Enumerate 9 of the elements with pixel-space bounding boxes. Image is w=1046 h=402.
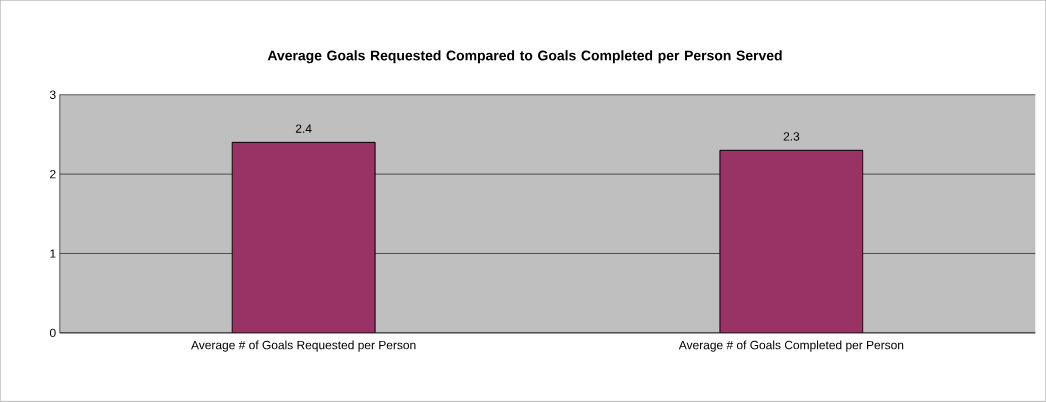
y-tick-label: 2	[50, 170, 56, 179]
chart-title: Average Goals Requested Compared to Goals Completed per Person Served	[267, 50, 782, 64]
data-label: 2.4	[295, 124, 312, 133]
y-tick-label: 3	[49, 90, 56, 100]
data-label: 2.3	[783, 132, 800, 141]
x-tick-label: Average # of Goals Requested per Person	[191, 340, 416, 352]
x-tick-label: Average # of Goals Completed per Person	[678, 340, 904, 352]
y-tick-label: 1	[50, 249, 56, 258]
y-tick-label: 0	[49, 328, 56, 338]
